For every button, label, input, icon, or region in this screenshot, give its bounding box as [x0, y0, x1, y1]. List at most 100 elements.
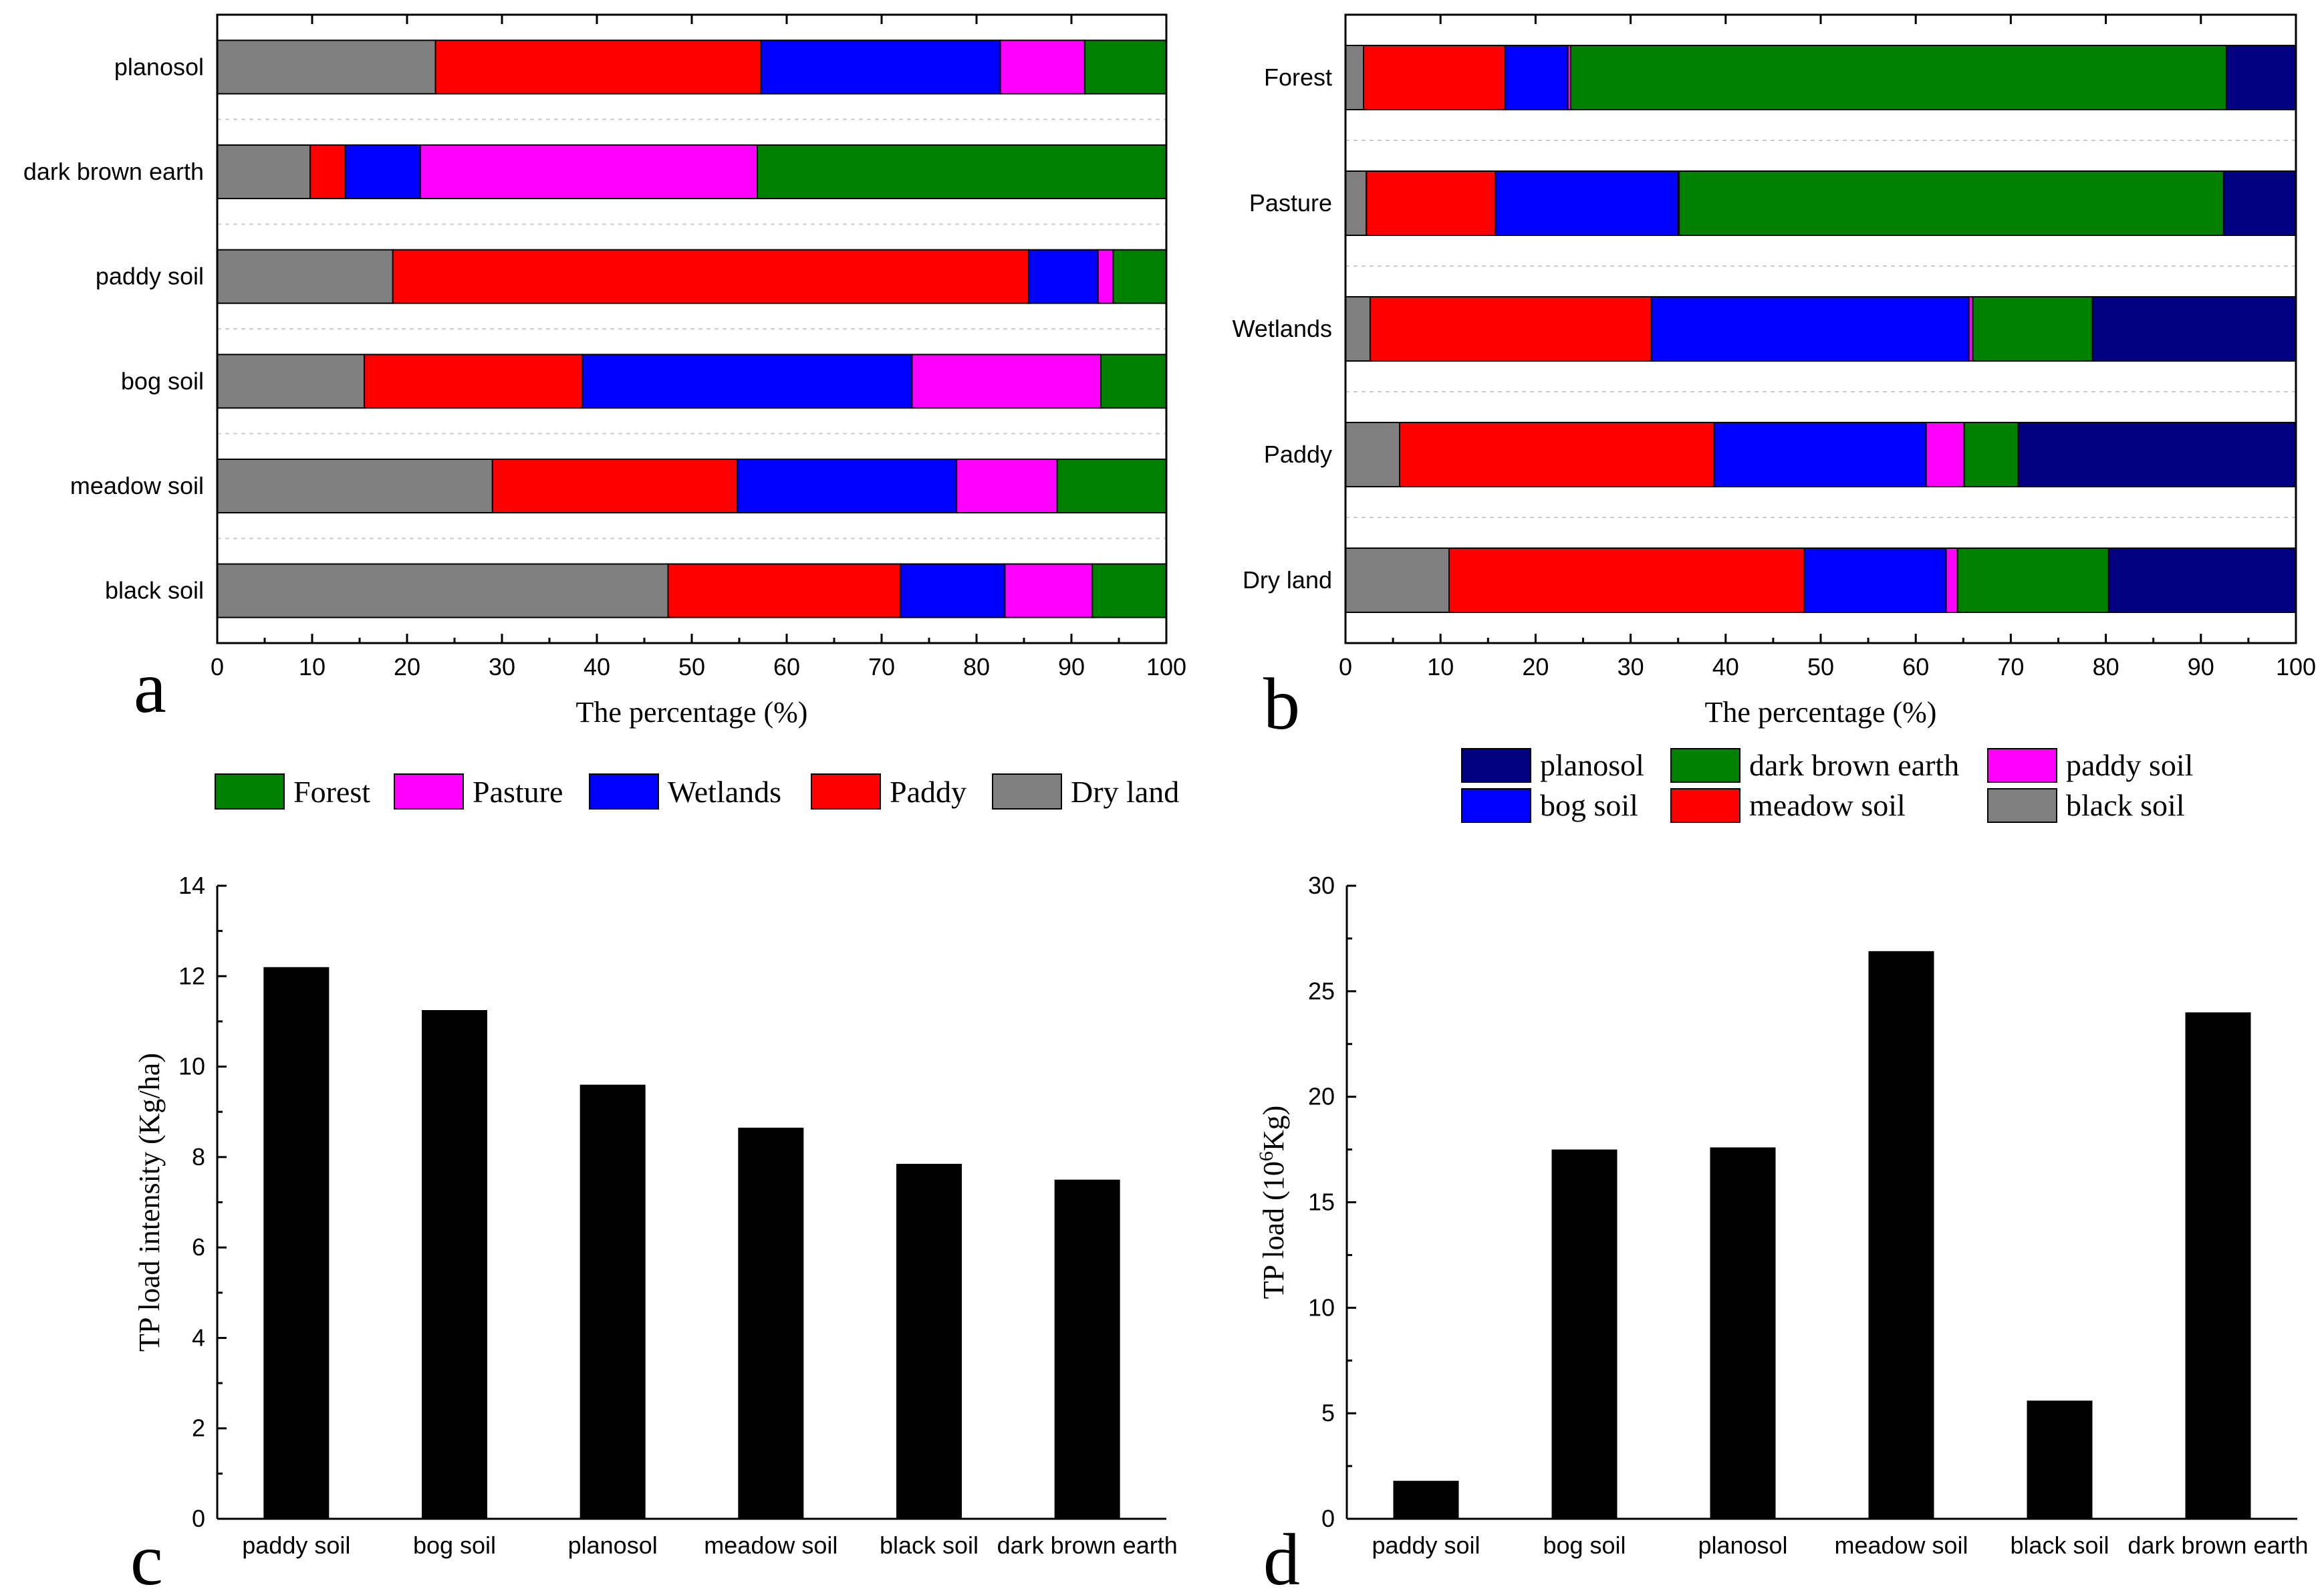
bar-segment-black-soil-dry-land [217, 563, 669, 618]
category-label: dark brown earth [2127, 1531, 2308, 1559]
bar-segment-forest-bog-soil [1504, 45, 1569, 110]
bar-segment-dark-brown-earth-wetlands [344, 144, 421, 199]
category-label: bog soil [413, 1531, 496, 1559]
legend-b: planosol dark brown earth paddy soil bog so… [1461, 748, 2193, 823]
bar-segment-dry-land-dark-brown-earth [1956, 547, 2109, 613]
legend-item-planosol: planosol [1461, 748, 1644, 783]
y-tick-label: 25 [1308, 977, 1335, 1005]
category-label: paddy soil [1372, 1531, 1480, 1559]
bar-black-soil [896, 1164, 962, 1519]
x-tick-label: 90 [1058, 653, 1085, 681]
bar-segment-planosol-dry-land [217, 39, 436, 95]
bar-segment-planosol-forest [1083, 39, 1168, 95]
bar-segment-dry-land-black-soil [1345, 547, 1450, 613]
bar-segment-forest-dark-brown-earth [1570, 45, 2228, 110]
legend-item-black-soil: black soil [1987, 788, 2185, 823]
bar-segment-meadow-soil-forest [1056, 459, 1167, 513]
x-tick-label: 60 [1902, 653, 1929, 681]
x-tick-label: 60 [773, 653, 800, 681]
bar-segment-black-soil-pasture [1004, 563, 1093, 618]
x-tick-label: 0 [1339, 653, 1352, 681]
legend-swatch [215, 773, 285, 810]
legend-label: Paddy [890, 775, 966, 809]
bar-segment-pasture-black-soil [1345, 170, 1368, 236]
panel-letter: d [1263, 1519, 1300, 1595]
category-label: paddy soil [96, 263, 204, 290]
y-axis-title-tail: Kg) [1257, 1106, 1290, 1151]
legend-item-paddy: Paddy [811, 773, 966, 810]
bar-segment-wetlands-bog-soil [1650, 296, 1970, 362]
x-tick-label: 70 [1997, 653, 2024, 681]
bar-segment-black-soil-paddy [667, 563, 902, 618]
legend-label: paddy soil [2066, 748, 2193, 782]
y-tick-label: 0 [192, 1505, 205, 1532]
category-label: bog soil [121, 367, 204, 394]
legend-swatch [1987, 788, 2057, 823]
bar-segment-paddy-soil-paddy [392, 249, 1030, 304]
bar-segment-dry-land-planosol [2107, 547, 2297, 613]
x-tick-label: 30 [1618, 653, 1644, 681]
legend-label: Wetlands [668, 775, 781, 809]
bar-segment-dark-brown-earth-pasture [419, 144, 758, 199]
y-tick-label: 6 [192, 1233, 205, 1261]
bar-segment-dry-land-meadow-soil [1448, 547, 1805, 613]
legend-item-bog-soil: bog soil [1461, 788, 1638, 823]
bar-segment-pasture-meadow-soil [1366, 170, 1497, 236]
legend-swatch [589, 773, 659, 810]
bar-segment-paddy-black-soil [1345, 422, 1401, 487]
x-tick-label: 10 [299, 653, 326, 681]
bar-segment-planosol-pasture [999, 39, 1085, 95]
legend-swatch [811, 773, 881, 810]
legend-swatch [1461, 748, 1531, 783]
bar-segment-planosol-paddy [434, 39, 762, 95]
category-label: black soil [880, 1531, 979, 1559]
x-tick-label: 50 [678, 653, 705, 681]
category-label: planosol [568, 1531, 658, 1559]
bar-segment-dark-brown-earth-forest [756, 144, 1167, 199]
bar-bog-soil [422, 1010, 487, 1519]
bar-segment-paddy-meadow-soil [1399, 422, 1715, 487]
bar-segment-wetlands-black-soil [1345, 296, 1371, 362]
bar-segment-bog-soil-forest [1100, 354, 1168, 409]
legend-swatch [394, 773, 464, 810]
category-label: Wetlands [1233, 315, 1332, 342]
panel-a-stacked-bar-chart: planosol dark brown earth paddy soil bog so… [23, 13, 1186, 810]
bar-segment-paddy-soil-pasture [1097, 249, 1114, 304]
legend-label: dark brown earth [1749, 748, 1959, 782]
x-axis-title: The percentage (%) [1705, 696, 1937, 729]
bar-segment-dry-land-paddy-soil [1945, 547, 1958, 613]
bar-segment-paddy-planosol [2017, 422, 2297, 487]
bar-meadow-soil [1868, 951, 1934, 1519]
bar-planosol [579, 1084, 646, 1519]
y-tick-label: 4 [192, 1324, 205, 1351]
category-label: paddy soil [242, 1531, 350, 1559]
bar-planosol [1710, 1147, 1776, 1519]
category-label: dark brown earth [997, 1531, 1178, 1559]
y-axis-title: TP load intensity (Kg/ha) [133, 1053, 166, 1352]
x-tick-label: 20 [394, 653, 420, 681]
y-tick-label: 10 [178, 1053, 205, 1080]
x-tick-label: 90 [2188, 653, 2214, 681]
category-label: Forest [1264, 64, 1332, 91]
y-tick-label: 30 [1308, 872, 1335, 899]
category-label: black soil [2010, 1531, 2109, 1559]
bar-segment-paddy-dark-brown-earth [1963, 422, 2019, 487]
legend-label: meadow soil [1749, 788, 1906, 822]
y-tick-label: 10 [1308, 1294, 1335, 1321]
category-label: Paddy [1264, 441, 1332, 468]
category-label: meadow soil [70, 472, 204, 499]
category-label: black soil [105, 577, 204, 604]
x-tick-label: 80 [2093, 653, 2119, 681]
panel-d-bar-chart: paddy soil bog soil planosol meadow soil bla… [1255, 872, 2309, 1595]
y-tick-label: 15 [1308, 1189, 1335, 1216]
y-axis-title-main: TP load (10 [1257, 1161, 1290, 1299]
panel-c-bar-chart: paddy soil bog soil planosol meadow soil bla… [130, 872, 1178, 1595]
bar-segment-bog-soil-paddy [364, 354, 584, 409]
x-tick-label: 0 [211, 653, 224, 681]
bar-paddy-soil [1393, 1481, 1459, 1519]
bar-paddy-soil [263, 967, 330, 1519]
y-tick-label: 12 [178, 962, 205, 989]
legend-label: Forest [293, 775, 370, 809]
category-label: dark brown earth [23, 158, 204, 185]
